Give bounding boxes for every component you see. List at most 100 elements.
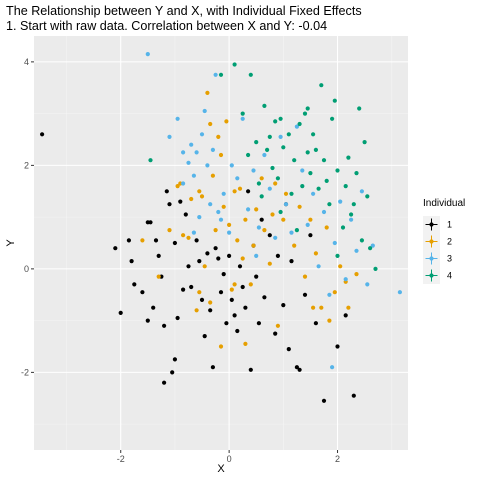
data-point-2 — [218, 344, 224, 349]
data-point-4 — [357, 106, 362, 111]
data-point-1 — [216, 256, 221, 261]
chart-title: The Relationship between Y and X, with I… — [6, 4, 362, 18]
data-point-4 — [292, 158, 297, 163]
data-point-1 — [308, 233, 313, 238]
data-point-1 — [213, 246, 218, 251]
data-point-3 — [278, 134, 283, 139]
data-point-1 — [237, 264, 243, 269]
data-point-3 — [359, 189, 364, 194]
data-point-3 — [208, 202, 213, 207]
data-point-4 — [324, 178, 329, 183]
data-point-1 — [286, 347, 291, 352]
data-point-2 — [354, 272, 359, 277]
data-point-2 — [218, 152, 224, 158]
data-point-1 — [156, 253, 161, 258]
data-point-1 — [178, 199, 183, 204]
data-point-4 — [262, 103, 267, 108]
data-point-3 — [194, 150, 199, 155]
data-point-3 — [167, 134, 172, 139]
data-point-1 — [172, 240, 177, 246]
data-point-4 — [148, 158, 153, 163]
legend-key-point — [429, 273, 434, 278]
data-point-1 — [243, 305, 248, 310]
data-point-1 — [321, 398, 327, 403]
data-point-3 — [316, 264, 321, 269]
data-point-4 — [319, 83, 324, 88]
data-point-3 — [327, 292, 332, 297]
data-point-1 — [235, 328, 240, 334]
data-point-1 — [167, 202, 172, 207]
data-point-2 — [273, 181, 278, 186]
data-point-4 — [267, 134, 272, 139]
data-point-1 — [294, 365, 299, 370]
data-point-2 — [197, 290, 202, 295]
data-point-4 — [340, 225, 346, 230]
data-point-1 — [273, 331, 278, 336]
legend-label: 2 — [447, 237, 452, 247]
data-point-1 — [343, 313, 348, 318]
data-point-2 — [229, 287, 234, 292]
data-point-3 — [267, 186, 272, 191]
legend-title: Individual — [423, 198, 465, 209]
data-point-3 — [145, 52, 150, 57]
data-point-3 — [256, 225, 261, 230]
data-point-4 — [316, 186, 321, 191]
data-point-1 — [281, 303, 286, 308]
data-point-4 — [302, 111, 308, 116]
data-point-1 — [118, 310, 123, 315]
data-point-4 — [286, 132, 291, 137]
data-point-3 — [221, 191, 226, 196]
data-point-1 — [162, 323, 167, 328]
data-point-1 — [186, 264, 191, 269]
data-point-4 — [305, 106, 310, 111]
data-point-4 — [278, 116, 283, 121]
data-point-1 — [197, 259, 202, 264]
data-point-3 — [181, 181, 186, 186]
plot-panel — [34, 36, 408, 450]
data-point-1 — [313, 321, 318, 326]
data-point-4 — [218, 72, 224, 77]
data-point-4 — [351, 202, 356, 207]
data-point-1 — [205, 251, 210, 256]
data-point-4 — [365, 194, 370, 199]
legend-key-point — [429, 256, 434, 261]
data-point-4 — [259, 194, 264, 199]
data-point-4 — [362, 140, 367, 145]
data-point-1 — [175, 315, 180, 321]
data-point-1 — [297, 367, 302, 372]
data-point-2 — [224, 119, 229, 124]
data-point-1 — [351, 393, 356, 398]
data-point-4 — [335, 253, 340, 258]
data-point-2 — [346, 305, 351, 310]
data-point-3 — [354, 248, 359, 253]
data-point-3 — [246, 207, 251, 212]
data-point-3 — [397, 290, 402, 295]
data-point-1 — [189, 284, 194, 290]
data-point-3 — [370, 243, 375, 248]
data-point-2 — [181, 233, 186, 238]
data-point-1 — [267, 233, 272, 238]
data-point-1 — [202, 334, 207, 339]
data-point-2 — [232, 189, 237, 194]
data-point-1 — [194, 238, 199, 243]
data-point-4 — [273, 119, 278, 124]
data-point-1 — [145, 318, 150, 323]
x-tick-label: -2 — [117, 454, 125, 464]
data-point-2 — [251, 243, 256, 248]
data-point-4 — [346, 155, 351, 160]
data-point-2 — [275, 323, 280, 328]
data-point-2 — [175, 184, 180, 189]
data-point-2 — [248, 282, 253, 287]
data-point-1 — [151, 305, 156, 310]
data-point-3 — [332, 240, 337, 246]
data-point-3 — [235, 176, 240, 181]
y-axis-title: Y — [5, 239, 17, 247]
data-point-1 — [199, 297, 205, 302]
data-point-3 — [181, 150, 186, 155]
data-point-3 — [210, 147, 215, 152]
y-tick-label: -2 — [21, 367, 29, 377]
data-point-3 — [283, 202, 289, 207]
data-point-3 — [305, 222, 310, 227]
x-tick-label: 2 — [335, 454, 340, 464]
data-point-1 — [302, 292, 308, 297]
